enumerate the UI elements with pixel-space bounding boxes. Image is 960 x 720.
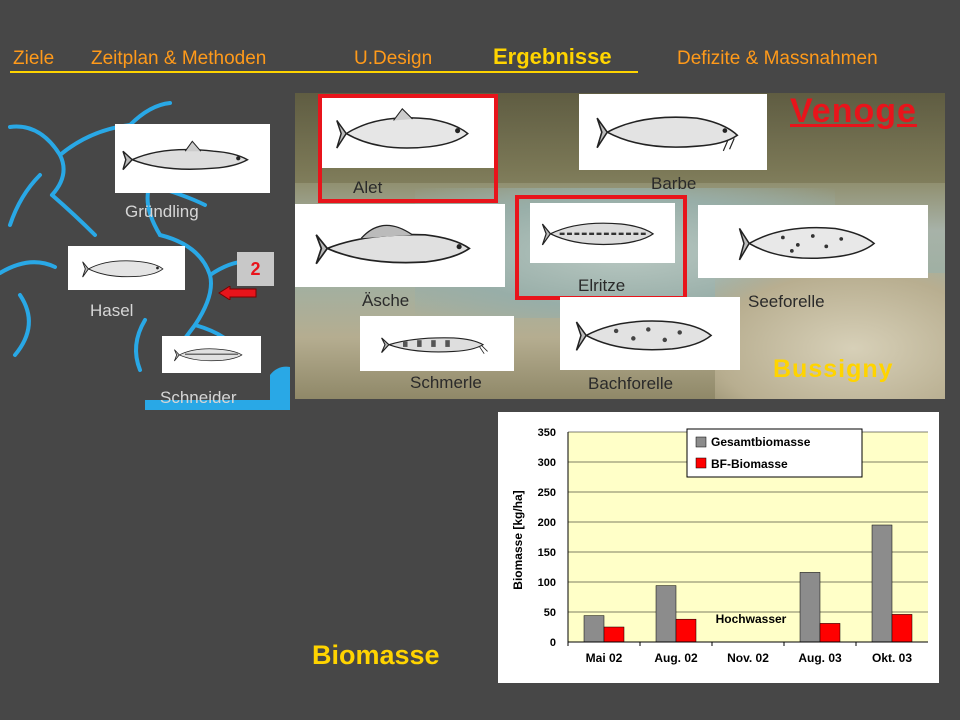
bar-gesamtbiomasse bbox=[583, 615, 605, 643]
biomass-bar-chart: 0 50 100 150 200 250 300 350 Mai 02 Aug. 02 Nov. 0… bbox=[511, 427, 928, 665]
seeforelle-label: Seeforelle bbox=[748, 292, 825, 311]
bachforelle-fish-icon bbox=[560, 297, 740, 370]
gruendling-fish-icon bbox=[115, 124, 270, 193]
hasel-label: Hasel bbox=[90, 301, 134, 320]
bar-bf-biomasse bbox=[675, 618, 697, 643]
alet-highlight-frame bbox=[318, 94, 498, 203]
y-tick-label: 250 bbox=[538, 487, 556, 499]
hasel-fish-icon bbox=[68, 246, 185, 290]
section-title: Biomasse bbox=[312, 640, 440, 670]
legend-swatch-gesamtbiomasse bbox=[695, 436, 707, 448]
site-number-badge: 2 bbox=[237, 252, 274, 286]
bar-bf-biomasse bbox=[603, 626, 625, 643]
river-title: Venoge bbox=[790, 92, 917, 130]
y-tick-label: 100 bbox=[538, 577, 556, 589]
nav-item-zeitplan-methoden[interactable]: Zeitplan & Methoden bbox=[91, 48, 267, 69]
schneider-label: Schneider bbox=[160, 388, 237, 407]
schneider-fish-icon bbox=[162, 336, 261, 373]
y-tick-label: 350 bbox=[538, 427, 556, 439]
bar-gesamtbiomasse bbox=[799, 572, 821, 643]
schmerle-fish-icon bbox=[360, 316, 514, 371]
nav-item-u-design[interactable]: U.Design bbox=[354, 48, 433, 69]
nav-item-ziele[interactable]: Ziele bbox=[13, 48, 55, 69]
legend-swatch-bf-biomasse bbox=[695, 457, 707, 469]
y-tick-label: 200 bbox=[538, 517, 556, 529]
barbe-label: Barbe bbox=[651, 174, 697, 193]
chart-legend: Gesamtbiomasse BF-Biomasse bbox=[686, 428, 863, 478]
y-tick-label: 0 bbox=[550, 637, 556, 649]
site-arrow-icon bbox=[218, 286, 257, 300]
bar-gesamtbiomasse bbox=[871, 524, 893, 643]
x-tick-label: Aug. 03 bbox=[798, 651, 842, 665]
hochwasser-annotation: Hochwasser bbox=[716, 612, 787, 626]
nav-underline bbox=[10, 71, 638, 73]
aesche-label: Äsche bbox=[362, 291, 410, 310]
aesche-fish-icon bbox=[295, 204, 505, 287]
bachforelle-label: Bachforelle bbox=[588, 374, 674, 393]
y-tick-label: 150 bbox=[538, 547, 556, 559]
y-tick-label: 50 bbox=[544, 607, 556, 619]
barbe-fish-icon bbox=[579, 94, 767, 170]
nav-item-ergebnisse[interactable]: Ergebnisse bbox=[493, 44, 612, 69]
y-axis-label: Biomasse [kg/ha] bbox=[511, 490, 525, 589]
top-navigation: Ziele Zeitplan & Methoden U.Design Ergeb… bbox=[0, 44, 960, 74]
location-title: Bussigny bbox=[773, 355, 894, 383]
biomass-chart-panel: 0 50 100 150 200 250 300 350 Mai 02 Aug. 02 Nov. 0… bbox=[498, 412, 939, 683]
alet-label: Alet bbox=[353, 178, 383, 197]
bar-bf-biomasse bbox=[819, 623, 841, 643]
bar-bf-biomasse bbox=[891, 614, 913, 643]
gruendling-label: Gründling bbox=[125, 202, 199, 221]
legend-label-gesamtbiomasse: Gesamtbiomasse bbox=[711, 435, 811, 449]
seeforelle-fish-icon bbox=[698, 205, 928, 278]
elritze-fish-icon bbox=[530, 203, 675, 263]
alet-fish-icon bbox=[322, 97, 494, 168]
x-tick-label: Mai 02 bbox=[586, 651, 623, 665]
y-tick-label: 300 bbox=[538, 457, 556, 469]
x-tick-label: Nov. 02 bbox=[727, 651, 769, 665]
schmerle-label: Schmerle bbox=[410, 373, 482, 392]
nav-item-defizite-massnahmen[interactable]: Defizite & Massnahmen bbox=[677, 48, 878, 69]
elritze-label: Elritze bbox=[578, 276, 626, 295]
bar-gesamtbiomasse bbox=[655, 585, 677, 643]
x-tick-label: Aug. 02 bbox=[654, 651, 698, 665]
legend-label-bf-biomasse: BF-Biomasse bbox=[711, 457, 788, 471]
x-tick-label: Okt. 03 bbox=[872, 651, 912, 665]
